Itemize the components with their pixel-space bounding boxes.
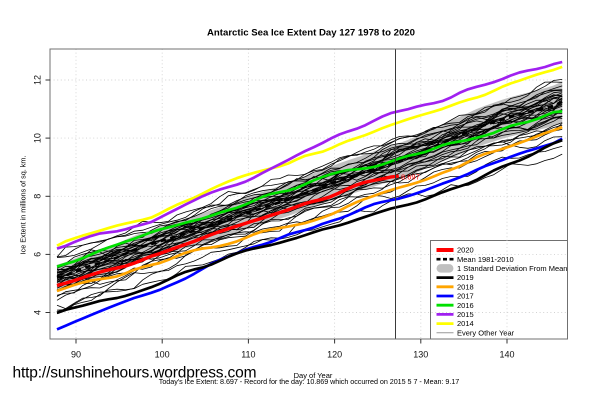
svg-text:90: 90 <box>71 350 81 360</box>
svg-text:Antarctic Sea Ice Extent Day 1: Antarctic Sea Ice Extent Day 127 1978 to… <box>207 27 415 38</box>
svg-text:2015: 2015 <box>457 310 474 319</box>
svg-text:6: 6 <box>32 252 42 257</box>
svg-text:10: 10 <box>32 133 42 143</box>
svg-text:Every Other Year: Every Other Year <box>457 328 515 337</box>
svg-text:Day of Year: Day of Year <box>294 371 333 380</box>
svg-text:2019: 2019 <box>457 273 474 282</box>
svg-text:2014: 2014 <box>457 319 474 328</box>
svg-text:2020: 2020 <box>457 246 474 255</box>
svg-text:140: 140 <box>499 350 514 360</box>
svg-text:Mean 1981-2010: Mean 1981-2010 <box>457 255 514 264</box>
svg-text:12: 12 <box>32 75 42 85</box>
svg-text:Ice Extent in millions of sq.: Ice Extent in millions of sq. km. <box>19 156 28 255</box>
svg-text:2018: 2018 <box>457 282 474 291</box>
svg-text:8.697: 8.697 <box>401 173 420 182</box>
svg-text:8: 8 <box>32 194 42 199</box>
svg-text:100: 100 <box>155 350 170 360</box>
svg-text:130: 130 <box>413 350 428 360</box>
svg-text:Today's Ice Extent: 8.697 - R: Today's Ice Extent: 8.697 - Record for t… <box>159 377 460 386</box>
svg-text:120: 120 <box>327 350 342 360</box>
svg-text:http://sunshinehours.wordpress: http://sunshinehours.wordpress.com <box>13 365 257 382</box>
svg-text:2016: 2016 <box>457 301 474 310</box>
svg-text:4: 4 <box>32 310 42 315</box>
svg-text:1 Standard Deviation From Mean: 1 Standard Deviation From Mean <box>457 264 567 273</box>
svg-text:2017: 2017 <box>457 292 474 301</box>
svg-text:110: 110 <box>241 350 255 360</box>
